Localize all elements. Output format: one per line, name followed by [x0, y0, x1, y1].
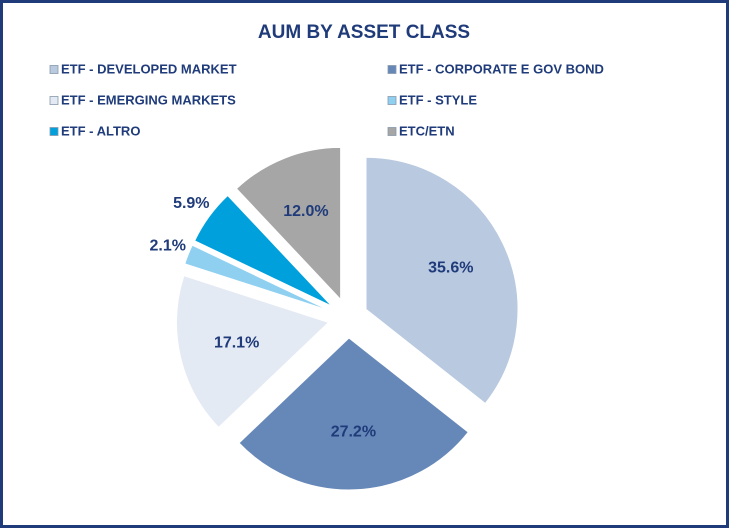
legend-swatch [49, 65, 59, 74]
legend-label: ETF - ALTRO [61, 123, 140, 138]
legend-swatch [387, 65, 397, 74]
legend-label: ETF - DEVELOPED MARKET [61, 61, 237, 76]
value-label: 17.1% [214, 335, 259, 352]
pie-slice [365, 156, 519, 405]
value-label: 2.1% [150, 237, 186, 254]
legend-swatch [49, 127, 59, 136]
legend-label: ETF - CORPORATE E GOV BOND [399, 61, 604, 76]
legend-label: ETF - STYLE [399, 92, 477, 107]
chart-title: AUM BY ASSET CLASS [258, 22, 470, 43]
value-label: 12.0% [283, 203, 328, 220]
pie-slice [176, 275, 330, 429]
legend-label: ETF - EMERGING MARKETS [61, 92, 236, 107]
legend-swatch [387, 96, 397, 105]
pie-slice [235, 146, 342, 301]
pie-slice [193, 194, 333, 307]
legend-swatch [49, 96, 59, 105]
value-label: 35.6% [428, 259, 473, 276]
pie-slice [238, 337, 469, 491]
value-label: 5.9% [173, 195, 209, 212]
legend-swatch [387, 127, 397, 136]
pie-slice [184, 244, 330, 312]
value-label: 27.2% [331, 423, 376, 440]
legend-label: ETC/ETN [399, 123, 455, 138]
